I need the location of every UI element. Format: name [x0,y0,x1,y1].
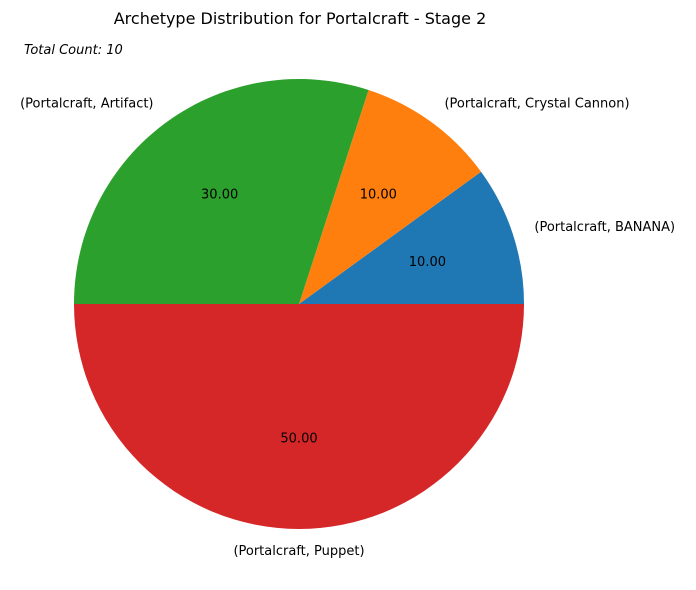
slice-category-label: (Portalcraft, Artifact) [20,96,153,111]
pie-slice [299,90,482,304]
slice-category-label: (Portalcraft, Crystal Cannon) [444,96,629,111]
slice-category-label: (Portalcraft, BANANA) [534,220,675,235]
slice-percent-label: 10.00 [360,187,397,202]
slice-percent-label: 10.00 [409,255,446,270]
total-count-annotation: Total Count: 10 [24,43,123,58]
pie-slice [299,171,524,304]
pie-slice [74,78,369,304]
pie-slice [74,304,524,529]
slice-percent-label: 50.00 [280,432,317,447]
pie-slices [74,78,524,529]
pie-labels: (Portalcraft, BANANA) 10.00 (Portalcraft, … [20,96,675,559]
slice-percent-label: 30.00 [201,187,238,202]
chart-title: Archetype Distribution for Portalcraft -… [114,9,487,28]
slice-category-label: (Portalcraft, Puppet) [233,544,364,559]
